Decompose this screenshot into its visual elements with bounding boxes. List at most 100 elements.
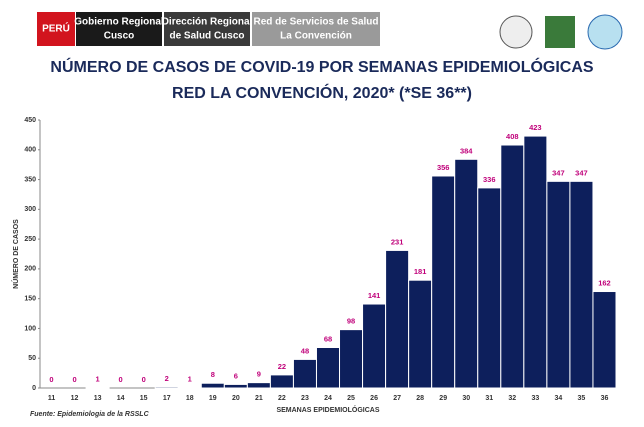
value-label: 98 [347,317,355,326]
y-tick-label: 450 [24,117,36,124]
y-tick-label: 50 [28,355,36,362]
bar [523,135,548,389]
bar [546,180,571,389]
y-tick-label: 350 [24,176,36,183]
x-tick-label: 18 [186,395,194,402]
value-label: 336 [483,175,496,184]
x-tick-label: 30 [462,395,470,402]
bar [477,187,502,389]
bar [223,383,248,389]
value-label: 141 [368,291,381,300]
x-tick-label: 25 [347,395,355,402]
org1-line: Cusco [104,31,135,42]
x-tick-label: 21 [255,395,263,402]
x-tick-label: 33 [531,395,539,402]
chart-title: RED LA CONVENCIÓN, 2020* (*SE 36**) [172,83,472,102]
x-tick-label: 22 [278,395,286,402]
x-tick-label: 23 [301,395,309,402]
source: Fuente: Epidemiologia de la RSSLC [30,411,150,418]
value-label: 181 [414,267,427,276]
bar [339,329,364,389]
x-tick-label: 36 [601,395,609,402]
org3-box [252,12,380,46]
value-label: 48 [301,346,309,355]
org2-line: Dirección Regional [162,17,253,28]
org1-box [76,12,162,46]
bar [500,144,525,389]
value-label: 22 [278,362,286,371]
logo [587,14,623,50]
value-label: 408 [506,132,519,141]
chart-title: NÚMERO DE CASOS DE COVID-19 POR SEMANAS … [50,57,594,76]
x-tick-label: 32 [508,395,516,402]
y-tick-label: 400 [24,147,36,154]
bar [246,382,271,389]
bar [292,358,317,389]
country: PERÚ [42,22,70,35]
bar [408,279,433,389]
x-tick-label: 15 [140,395,148,402]
x-tick-label: 14 [117,395,125,402]
bar [200,382,225,389]
logo [545,16,575,48]
value-label: 162 [598,279,611,288]
value-label: 68 [324,334,332,343]
x-tick-label: 19 [209,395,217,402]
bar [569,180,594,389]
bar [362,303,387,389]
bar [592,291,617,389]
x-tick-label: 29 [439,395,447,402]
x-tick-label: 24 [324,395,332,402]
bar [269,374,294,389]
y-axis-label: NÚMERO DE CASOS [11,219,20,289]
bar [154,386,179,389]
org3-line: Red de Servicios de Salud [253,17,378,28]
value-label: 0 [142,375,146,384]
value-label: 384 [460,146,473,155]
value-label: 347 [552,168,565,177]
x-tick-label: 17 [163,395,171,402]
bar [177,386,202,389]
peru-box [37,12,75,46]
value-label: 0 [119,375,123,384]
value-label: 2 [165,374,169,383]
value-label: 9 [257,370,261,379]
bar [315,347,341,389]
x-tick-label: 28 [416,395,424,402]
x-axis-label: SEMANAS EPIDEMIOLÓGICAS [276,405,379,414]
value-label: 231 [391,237,404,246]
y-tick-label: 250 [24,236,36,243]
value-label: 6 [234,371,238,380]
org2-line: de Salud Cusco [169,31,244,42]
value-label: 0 [49,375,53,384]
value-label: 8 [211,370,215,379]
value-label: 356 [437,163,450,172]
bar [431,175,456,389]
value-label: 0 [72,375,76,384]
x-tick-label: 35 [578,395,586,402]
x-tick-label: 34 [555,395,563,402]
x-tick-label: 20 [232,395,240,402]
x-tick-label: 11 [48,395,56,402]
x-tick-label: 12 [71,395,79,402]
x-tick-label: 13 [94,395,102,402]
bar [454,158,479,389]
y-tick-label: 300 [24,206,36,213]
x-tick-label: 31 [485,395,493,402]
x-tick-label: 27 [393,395,401,402]
org3-line: La Convención [280,31,352,42]
logo [499,15,533,49]
y-tick-label: 100 [24,325,36,332]
org1-line: Gobierno Regional [74,17,164,28]
value-label: 1 [188,374,192,383]
x-tick-label: 26 [370,395,378,402]
bar [385,249,410,389]
value-label: 1 [96,374,100,383]
y-tick-label: 0 [32,385,36,392]
value-label: 423 [529,123,542,132]
bar [85,386,110,389]
y-tick-label: 200 [24,266,36,273]
y-tick-label: 150 [24,296,36,303]
value-label: 347 [575,168,588,177]
